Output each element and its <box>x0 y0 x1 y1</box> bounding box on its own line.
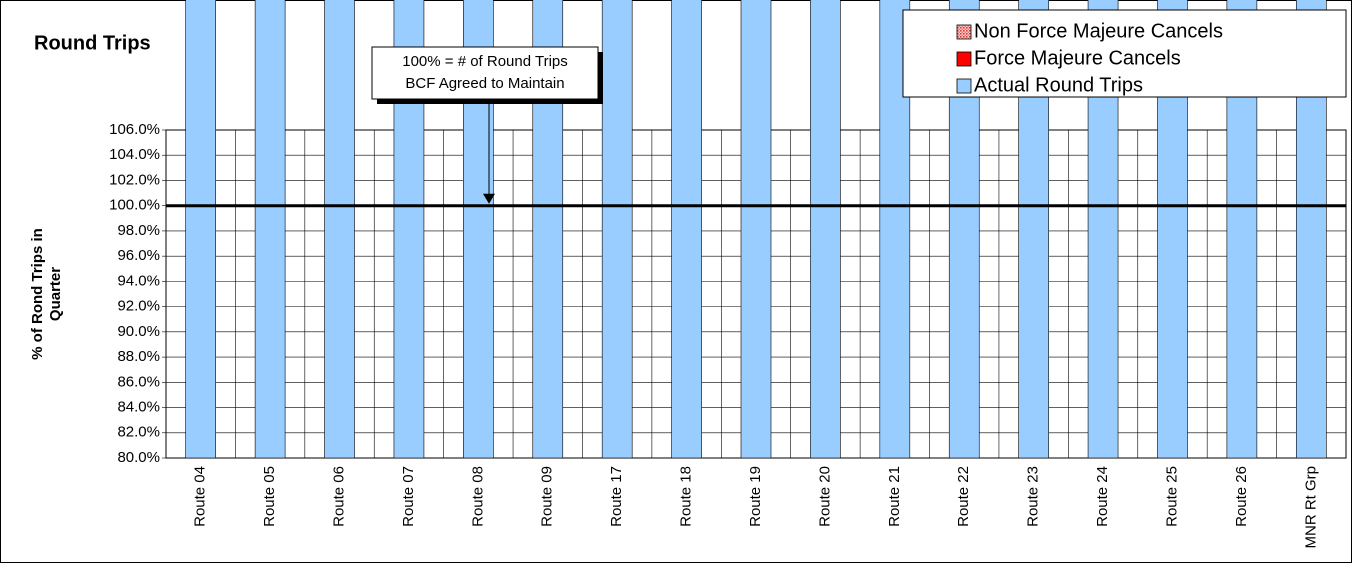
y-tick-label: 106.0% <box>109 121 160 138</box>
legend-label: Actual Round Trips <box>974 74 1143 96</box>
y-tick-label: 82.0% <box>117 424 160 441</box>
y-tick-label: 100.0% <box>109 197 160 214</box>
x-tick-label: MNR Rt Grp <box>1302 466 1319 549</box>
legend-label: Force Majeure Cancels <box>974 47 1181 69</box>
bar-segment <box>601 0 633 459</box>
y-tick-label: 90.0% <box>117 323 160 340</box>
annotation-text: BCF Agreed to Maintain <box>405 75 564 92</box>
x-tick-label: Route 18 <box>678 466 695 527</box>
x-tick-label: Route 21 <box>886 466 903 527</box>
legend-label: Non Force Majeure Cancels <box>974 20 1223 42</box>
bar-segment <box>324 0 355 459</box>
x-tick-label: Route 24 <box>1094 466 1111 527</box>
x-tick-label: Route 06 <box>330 466 347 527</box>
y-axis-label: Quarter <box>47 267 64 321</box>
legend-swatch <box>956 24 972 40</box>
bar-segment <box>671 0 702 459</box>
y-tick-label: 88.0% <box>117 348 160 365</box>
x-tick-label: Route 20 <box>816 466 833 527</box>
bar-segment <box>810 0 841 459</box>
y-tick-label: 92.0% <box>117 298 160 315</box>
x-tick-label: Route 08 <box>469 466 486 527</box>
bar-segment <box>740 0 772 459</box>
legend-swatch <box>956 51 972 67</box>
annotation-box <box>371 46 599 100</box>
y-tick-label: 102.0% <box>109 171 160 188</box>
chart-title: Round Trips <box>34 32 151 54</box>
x-tick-label: Route 19 <box>747 466 764 527</box>
legend-box <box>902 9 1347 98</box>
y-tick-label: 96.0% <box>117 247 160 264</box>
x-tick-label: Route 07 <box>400 466 417 527</box>
x-tick-label: Route 22 <box>955 466 972 527</box>
legend-swatch <box>956 78 972 94</box>
x-tick-label: Route 09 <box>539 466 556 527</box>
y-tick-label: 94.0% <box>117 272 160 289</box>
bar-segment <box>254 0 286 459</box>
x-tick-label: Route 05 <box>261 466 278 527</box>
x-tick-label: Route 23 <box>1025 466 1042 527</box>
bar-segment <box>185 0 217 459</box>
x-tick-label: Route 04 <box>192 466 209 527</box>
y-tick-label: 86.0% <box>117 373 160 390</box>
y-tick-label: 98.0% <box>117 222 160 239</box>
x-tick-label: Route 25 <box>1163 466 1180 527</box>
annotation-text: 100% = # of Round Trips <box>402 53 568 70</box>
annotation-arrowhead <box>483 193 495 204</box>
x-tick-label: Route 17 <box>608 466 625 527</box>
y-tick-label: 104.0% <box>109 146 160 163</box>
x-tick-label: Route 26 <box>1233 466 1250 527</box>
y-tick-label: 80.0% <box>117 449 160 466</box>
y-tick-label: 84.0% <box>117 399 160 416</box>
y-axis-label: % of Rond Trips in <box>29 228 46 360</box>
